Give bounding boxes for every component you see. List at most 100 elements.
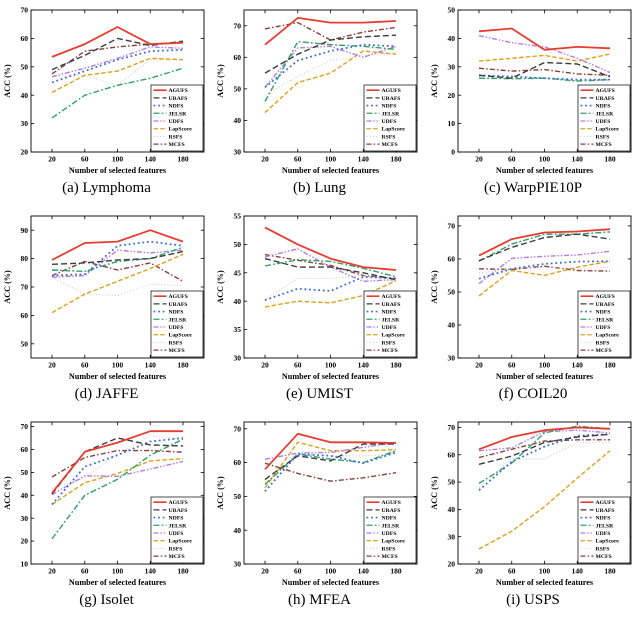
subplot-caption-a: (a) Lymphoma — [62, 180, 151, 196]
line-URAFS — [51, 250, 184, 265]
line-JELSR — [264, 450, 397, 486]
legend-label-LapScore: LapScore — [382, 333, 406, 339]
legend-label-JELSR: JELSR — [382, 523, 401, 529]
subplot-caption-e: (e) UMIST — [285, 386, 354, 402]
chart-canvas-c: 0 10 20 30 40 50 20 60 100 140 180 Number of select… — [430, 6, 631, 175]
line-UDFS — [478, 429, 610, 452]
line-UDFS — [51, 46, 184, 78]
chart-canvas-d: 50 60 70 80 90 20 60 100 140 180 Number of selecte… — [3, 215, 205, 381]
legend-box — [150, 84, 204, 152]
y-tick-label: 30 — [21, 514, 29, 523]
line-RSFS — [51, 276, 184, 297]
x-tick-label: 140 — [145, 361, 157, 370]
legend-label-URAFS: URAFS — [169, 96, 188, 102]
legend-label-JELSR: JELSR — [169, 317, 188, 323]
legend-label-AGUFS: AGUFS — [169, 500, 188, 506]
chart-canvas-a: 20 30 40 50 60 70 20 60 100 140 180 Number of selec… — [3, 6, 205, 175]
y-tick-label: 50 — [21, 468, 29, 477]
x-tick-label: 140 — [358, 155, 370, 164]
line-LapScore — [478, 53, 610, 62]
legend-label-LapScore: LapScore — [382, 127, 406, 133]
line-MCFS — [264, 21, 397, 41]
line-NDFS — [51, 240, 184, 277]
legend-label-AGUFS: AGUFS — [382, 88, 401, 94]
line-AGUFS — [264, 432, 397, 470]
line-NDFS — [264, 43, 397, 88]
x-axis-label: Number of selected features — [282, 166, 379, 175]
legend-label-URAFS: URAFS — [595, 96, 614, 102]
line-NDFS — [477, 433, 610, 491]
y-tick-label: 50 — [447, 478, 455, 487]
legend-label-LapScore: LapScore — [595, 127, 619, 133]
chart-canvas-b: 30 40 50 60 70 20 60 100 140 180 Number of selecte… — [216, 9, 418, 175]
line-MCFS — [478, 439, 610, 459]
legend-label-URAFS: URAFS — [382, 508, 401, 514]
legend-label-UDFS: UDFS — [382, 119, 397, 125]
x-tick-label: 180 — [390, 361, 402, 370]
x-axis-label: Number of selected features — [495, 372, 592, 381]
y-tick-label: 60 — [234, 53, 242, 62]
y-tick-label: 70 — [447, 222, 455, 231]
legend-label-RSFS: RSFS — [595, 546, 609, 552]
line-AGUFS — [478, 228, 610, 257]
line-UDFS — [478, 250, 610, 285]
y-tick-label: 40 — [447, 34, 455, 43]
legend-label-AGUFS: AGUFS — [595, 294, 614, 300]
line-URAFS — [264, 443, 396, 481]
line-URAFS — [264, 257, 397, 281]
subplot-i: 20 30 40 50 60 70 20 60 100 140 180 Number of selec… — [426, 414, 640, 620]
line-URAFS — [478, 233, 610, 262]
x-tick-label: 100 — [538, 155, 550, 164]
legend-label-LapScore: LapScore — [595, 333, 619, 339]
subplot-caption-f: (f) COIL20 — [498, 386, 568, 402]
y-tick-label: 30 — [447, 354, 455, 363]
y-tick-label: 70 — [21, 283, 29, 292]
legend-label-LapScore: LapScore — [595, 539, 619, 545]
chart-canvas-f: 30 40 50 60 70 20 60 100 140 180 Number of selecte… — [430, 215, 631, 381]
x-tick-label: 60 — [508, 567, 516, 576]
y-tick-label: 50 — [21, 62, 29, 71]
legend-label-JELSR: JELSR — [595, 523, 614, 529]
line-JELSR — [478, 231, 610, 262]
legend-label-NDFS: NDFS — [595, 516, 610, 522]
x-tick-label: 60 — [294, 155, 302, 164]
legend-label-NDFS: NDFS — [382, 516, 397, 522]
x-tick-label: 100 — [325, 567, 337, 576]
x-tick-label: 140 — [571, 361, 583, 370]
x-tick-label: 20 — [48, 155, 56, 164]
line-JELSR — [478, 425, 610, 484]
legend-label-RSFS: RSFS — [169, 340, 183, 346]
legend-label-NDFS: NDFS — [169, 104, 184, 110]
y-tick-label: 30 — [21, 119, 29, 128]
x-tick-label: 20 — [261, 361, 269, 370]
legend-label-JELSR: JELSR — [382, 111, 401, 117]
y-tick-label: 60 — [447, 255, 455, 264]
y-tick-label: 80 — [21, 254, 29, 263]
x-axis-label: Number of selected features — [69, 166, 166, 175]
line-LapScore — [478, 260, 610, 297]
legend-label-MCFS: MCFS — [169, 554, 185, 560]
line-NDFS — [51, 437, 184, 506]
x-axis-label: Number of selected features — [495, 166, 592, 175]
line-MCFS — [51, 260, 184, 282]
legend-label-AGUFS: AGUFS — [595, 88, 614, 94]
legend-label-UDFS: UDFS — [382, 325, 397, 331]
subplot-d: 50 60 70 80 90 20 60 100 140 180 Number of selecte… — [0, 208, 213, 414]
x-tick-label: 20 — [261, 155, 269, 164]
line-UDFS — [264, 441, 397, 460]
x-tick-label: 20 — [261, 567, 269, 576]
x-tick-label: 60 — [508, 361, 516, 370]
legend-label-UDFS: UDFS — [595, 325, 610, 331]
y-axis-label: ACC (%) — [430, 476, 439, 510]
line-NDFS — [264, 451, 397, 492]
legend-label-MCFS: MCFS — [169, 348, 185, 354]
legend-label-RSFS: RSFS — [595, 340, 609, 346]
y-tick-label: 55 — [234, 212, 242, 221]
y-tick-label: 60 — [447, 450, 455, 459]
x-tick-label: 20 — [475, 567, 483, 576]
